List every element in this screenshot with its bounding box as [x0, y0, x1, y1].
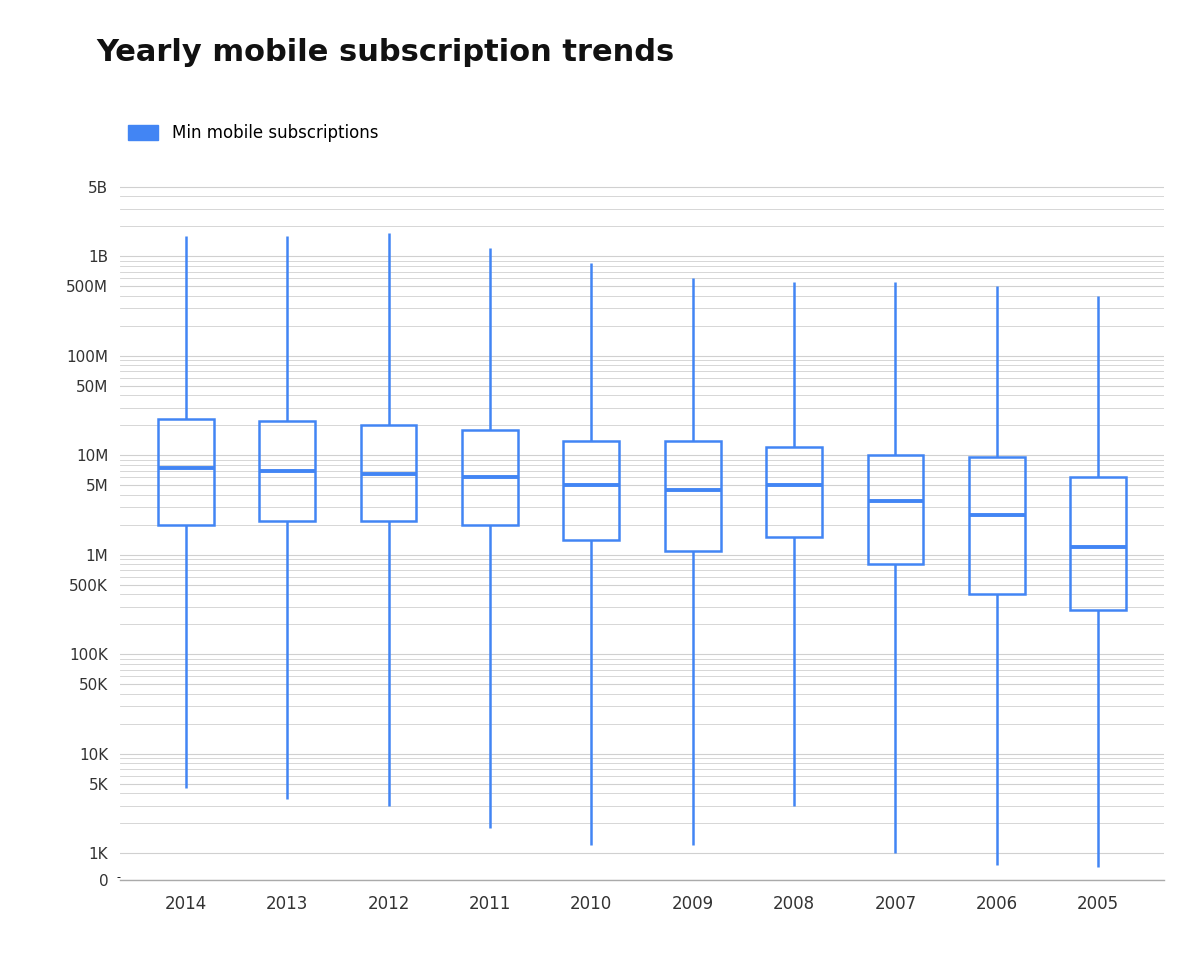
Bar: [968, 457, 1025, 595]
Bar: [1070, 477, 1126, 610]
Legend: Min mobile subscriptions: Min mobile subscriptions: [128, 124, 378, 141]
Bar: [766, 447, 822, 537]
Text: Yearly mobile subscription trends: Yearly mobile subscription trends: [96, 38, 674, 67]
Bar: [259, 422, 316, 521]
Bar: [665, 441, 720, 551]
Bar: [158, 420, 214, 525]
Bar: [462, 430, 518, 525]
Bar: [564, 441, 619, 540]
Bar: [868, 455, 923, 564]
Bar: [361, 425, 416, 521]
